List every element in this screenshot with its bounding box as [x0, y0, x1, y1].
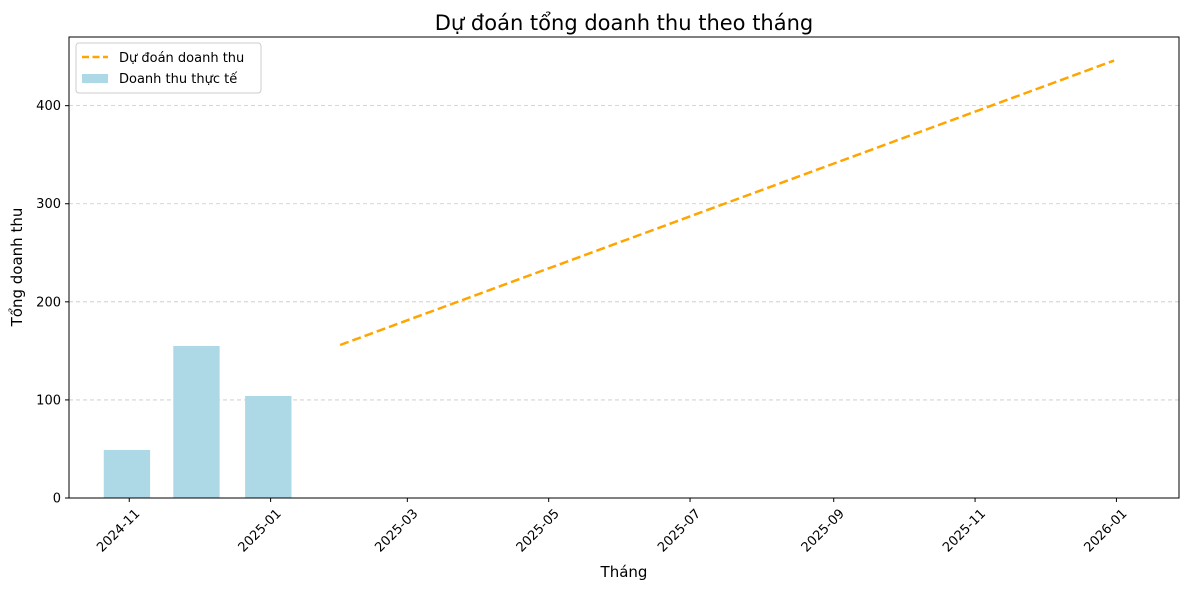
grid: [69, 105, 1179, 401]
plot-frame: [68, 36, 1180, 499]
y-axis: 0 100 200 300 400: [36, 99, 69, 507]
x-tick-label: 2025-01: [236, 506, 285, 555]
lines: [339, 59, 1115, 347]
legend-label-actual: Doanh thu thực tế: [119, 72, 237, 87]
x-axis: 2024-11 2025-01 2025-03 2025-05 2025-07 2025-…: [94, 498, 1130, 555]
x-tick-label: 2026-01: [1081, 506, 1130, 555]
forecast-line: [339, 59, 1115, 347]
y-tick-label: 200: [36, 295, 61, 310]
x-tick-label: 2025-11: [940, 506, 989, 555]
x-tick-label: 2025-09: [799, 506, 848, 555]
bar: [103, 449, 151, 498]
y-tick-label: 400: [36, 99, 61, 114]
y-axis-label: Tổng doanh thu: [8, 208, 26, 328]
chart-title: Dự đoán tổng doanh thu theo tháng: [435, 11, 814, 35]
bar: [245, 395, 292, 498]
x-axis-label: Tháng: [600, 563, 648, 581]
legend-swatch-actual: [82, 74, 108, 83]
bars: [103, 345, 292, 498]
x-tick-label: 2025-07: [655, 506, 704, 555]
x-tick-label: 2024-11: [94, 506, 143, 555]
bar: [173, 345, 220, 498]
legend-box: [75, 42, 262, 94]
y-tick-label: 300: [36, 197, 61, 212]
x-tick-label: 2025-05: [514, 506, 563, 555]
y-tick-label: 100: [36, 393, 61, 408]
legend: Dự đoán doanh thu Doanh thu thực tế: [75, 42, 262, 94]
y-tick-label: 0: [53, 492, 61, 507]
legend-label-forecast: Dự đoán doanh thu: [119, 51, 244, 66]
x-tick-label: 2025-03: [372, 506, 421, 555]
